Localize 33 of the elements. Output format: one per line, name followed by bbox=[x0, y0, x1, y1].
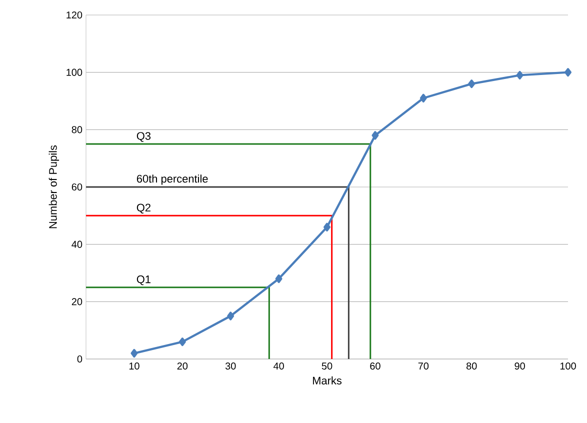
series-label: Q3 bbox=[136, 132, 151, 142]
x-tick-label: 100 bbox=[560, 362, 576, 370]
x-tick-label: 50 bbox=[322, 362, 332, 370]
point bbox=[324, 222, 330, 232]
x-tick-label: 80 bbox=[466, 362, 477, 370]
series-label: Q2 bbox=[136, 204, 150, 214]
y-axis-title: Number of Pupils bbox=[48, 145, 60, 228]
series-label: 60th percentile bbox=[136, 174, 208, 185]
x-tick-label: 10 bbox=[129, 362, 140, 370]
x-tick-label: 70 bbox=[418, 362, 429, 370]
point bbox=[275, 274, 282, 284]
point bbox=[178, 338, 186, 346]
x-axis-title: Marks bbox=[312, 376, 342, 384]
y-tick-label: 120 bbox=[66, 11, 82, 19]
point bbox=[227, 312, 234, 320]
series-label: Q1 bbox=[136, 275, 150, 286]
point bbox=[130, 348, 138, 358]
x-tick-label: 20 bbox=[177, 362, 188, 370]
point bbox=[420, 94, 427, 102]
y-tick-label: 40 bbox=[72, 240, 82, 248]
x-tick-label: 90 bbox=[514, 362, 525, 370]
point bbox=[372, 131, 379, 140]
y-tick-label: 60 bbox=[72, 183, 82, 191]
point bbox=[516, 70, 524, 80]
x-tick-label: 40 bbox=[273, 362, 284, 370]
x-tick-label: 60 bbox=[370, 362, 380, 370]
y-tick-label: 0 bbox=[77, 355, 82, 363]
y-tick-label: 20 bbox=[72, 298, 82, 306]
y-tick-label: 100 bbox=[66, 68, 82, 76]
point bbox=[468, 80, 476, 88]
y-tick-label: 80 bbox=[72, 126, 82, 134]
point bbox=[564, 68, 572, 77]
x-tick-label: 30 bbox=[225, 362, 236, 370]
